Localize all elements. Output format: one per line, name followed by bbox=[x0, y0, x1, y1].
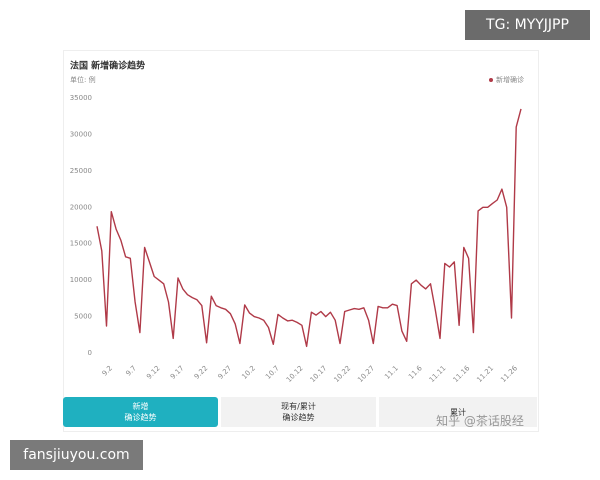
x-tick-label: 10.7 bbox=[264, 364, 281, 381]
unit-label: 单位: 例 bbox=[70, 75, 96, 84]
x-tick-label: 9.17 bbox=[169, 364, 186, 381]
x-tick-label: 9.22 bbox=[193, 364, 210, 381]
watermark: 知乎 @茶话股经 bbox=[436, 413, 524, 428]
tab-label: 新增 bbox=[132, 402, 149, 411]
tab[interactable]: 现有/累计确诊趋势 bbox=[221, 397, 376, 427]
chart-card bbox=[63, 50, 539, 432]
watermark: TG: MYYJJPP bbox=[465, 10, 590, 40]
x-tick-label: 9.7 bbox=[124, 364, 138, 378]
legend-label: 新增确诊 bbox=[496, 75, 524, 84]
y-tick-label: 15000 bbox=[70, 240, 92, 248]
x-tick-label: 11.11 bbox=[428, 364, 448, 384]
x-tick-label: 11.21 bbox=[475, 364, 495, 384]
x-tick-label: 10.22 bbox=[332, 364, 352, 384]
y-tick-label: 10000 bbox=[70, 276, 92, 284]
tab[interactable]: 累计 bbox=[379, 397, 537, 427]
legend-marker bbox=[489, 78, 493, 82]
x-tick-label: 9.12 bbox=[145, 364, 162, 381]
x-tick-label: 11.1 bbox=[383, 364, 400, 381]
tab-label: 现有/累计 bbox=[281, 402, 316, 411]
x-tick-label: 11.6 bbox=[407, 364, 424, 381]
tab[interactable]: 新增 确诊趋势 bbox=[63, 397, 218, 427]
x-tick-label: 11.26 bbox=[499, 364, 519, 384]
tab-label: 累计 bbox=[450, 407, 466, 417]
x-tick-label: 10.27 bbox=[356, 364, 376, 384]
y-tick-label: 0 bbox=[88, 349, 92, 357]
data-line bbox=[96, 108, 522, 348]
tab-label: 确诊趋势 bbox=[282, 413, 315, 422]
x-tick-label: 9.27 bbox=[217, 364, 234, 381]
x-tick-label: 11.16 bbox=[452, 364, 472, 384]
x-tick-label: 10.2 bbox=[240, 364, 257, 381]
chart-title: 法国 新增确诊趋势 bbox=[70, 60, 145, 72]
y-tick-label: 25000 bbox=[70, 167, 92, 175]
x-tick-label: 9.2 bbox=[101, 364, 115, 378]
x-tick-label: 10.17 bbox=[309, 364, 329, 384]
y-tick-label: 30000 bbox=[70, 130, 92, 138]
x-tick-label: 10.12 bbox=[285, 364, 305, 384]
tab-label: 确诊趋势 bbox=[124, 413, 157, 422]
watermark: fansjiuyou.com bbox=[10, 440, 143, 470]
y-tick-label: 5000 bbox=[74, 313, 92, 321]
y-tick-label: 20000 bbox=[70, 203, 92, 211]
y-tick-label: 35000 bbox=[70, 94, 92, 102]
